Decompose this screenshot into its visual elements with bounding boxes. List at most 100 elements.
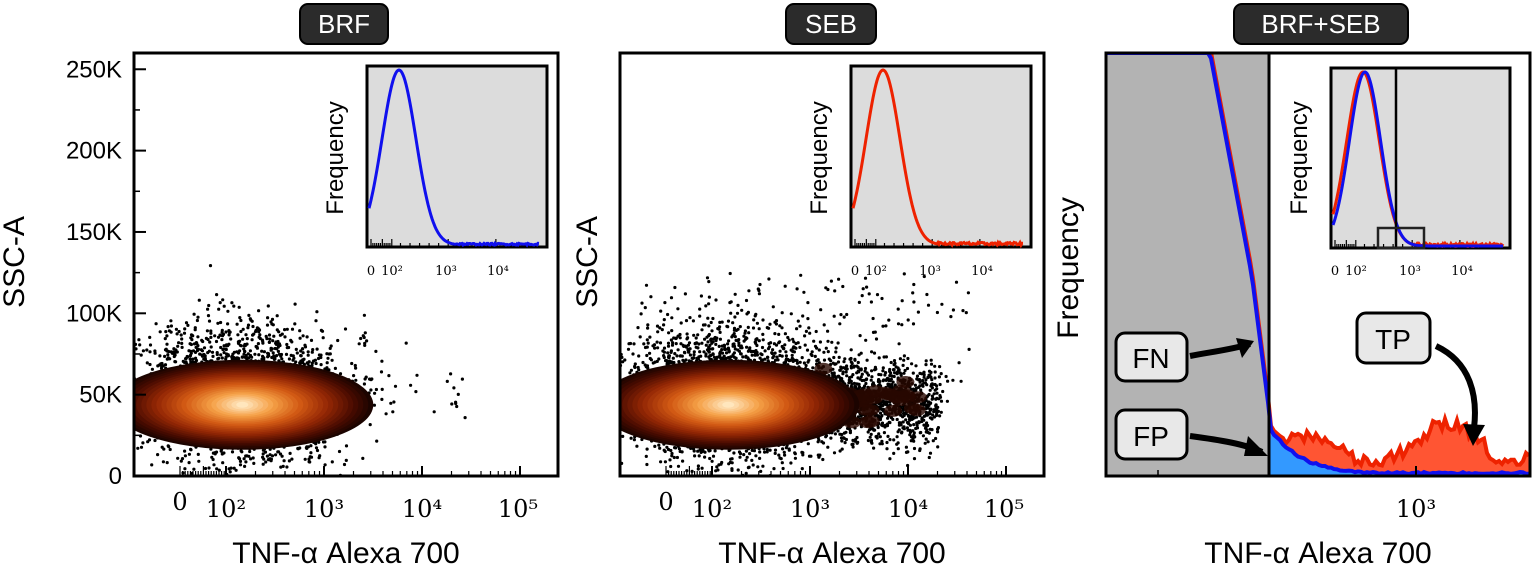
scatter-point <box>178 477 181 480</box>
scatter-point <box>777 332 781 336</box>
scatter-point <box>154 322 158 326</box>
scatter-point <box>82 442 85 445</box>
scatter-point <box>731 321 735 325</box>
scatter-point <box>359 336 363 341</box>
scatter-point <box>207 303 211 308</box>
scatter-point <box>669 296 674 300</box>
scatter-point <box>139 353 143 357</box>
inset-x-tick-1e3: 10³ <box>435 264 457 279</box>
scatter-point <box>114 441 117 444</box>
scatter-point <box>148 335 152 339</box>
scatter-point <box>310 364 314 368</box>
scatter-point <box>239 344 243 348</box>
scatter-point <box>314 361 318 366</box>
scatter-point <box>655 340 659 344</box>
scatter-point <box>694 336 698 340</box>
scatter-point <box>601 339 604 342</box>
scatter-point <box>278 452 283 456</box>
scatter-point <box>623 358 627 362</box>
scatter-point <box>727 356 731 360</box>
scatter-point <box>648 490 651 493</box>
scatter-point <box>184 360 188 364</box>
scatter-point <box>230 354 234 358</box>
scatter-point <box>287 459 291 463</box>
scatter-point <box>742 481 745 484</box>
scatter-point <box>288 451 292 455</box>
scatter-point <box>96 353 99 356</box>
scatter-point <box>774 319 779 323</box>
scatter-point <box>129 469 132 472</box>
scatter-point <box>384 412 388 416</box>
scatter-point <box>145 348 149 352</box>
scatter-point <box>663 449 667 454</box>
inset-brf: Frequency 0 10² 10³ 10⁴ <box>322 64 549 279</box>
scatter-point <box>192 312 196 316</box>
scatter-point <box>294 347 298 351</box>
scatter-point <box>716 327 720 331</box>
scatter-point <box>111 409 114 412</box>
scatter-point <box>713 449 717 453</box>
scatter-point <box>238 316 242 320</box>
scatter-point <box>455 404 459 409</box>
scatter-point <box>276 345 280 349</box>
scatter-point <box>124 371 127 374</box>
scatter-point <box>224 487 227 490</box>
x-tick-label-1e5: 10⁵ <box>498 495 538 523</box>
title-badge-brf: BRF <box>299 3 389 45</box>
scatter-point <box>636 326 640 330</box>
x-tick-label-0: 0 <box>172 488 187 516</box>
scatter-point <box>714 342 718 346</box>
scatter-point <box>766 355 770 359</box>
scatter-point <box>805 348 810 352</box>
inset-y-label-brf: Frequency <box>322 101 349 214</box>
scatter-point <box>677 447 682 451</box>
scatter-point <box>370 377 374 381</box>
scatter-point <box>704 304 708 308</box>
scatter-point <box>137 338 141 342</box>
scatter-point <box>261 341 265 345</box>
scatter-point <box>330 358 334 362</box>
scatter-point <box>315 310 319 314</box>
scatter-point <box>222 344 226 348</box>
scatter-point <box>589 413 592 416</box>
scatter-point <box>836 360 841 364</box>
scatter-point <box>718 337 723 341</box>
scatter-point <box>656 346 660 350</box>
scatter-point <box>227 342 231 346</box>
scatter-point <box>156 453 160 457</box>
scatter-point <box>244 454 248 458</box>
scatter-point <box>686 343 691 347</box>
scatter-point <box>161 460 165 464</box>
scatter-point <box>602 378 605 381</box>
scatter-point <box>243 464 247 468</box>
scatter-point <box>702 350 706 354</box>
scatter-point <box>344 458 348 462</box>
scatter-point <box>112 356 115 359</box>
scatter-point <box>789 461 793 465</box>
y-tick-label: 0 <box>109 463 122 490</box>
scatter-point <box>717 344 721 348</box>
scatter-point <box>803 334 807 338</box>
scatter-point <box>584 403 587 406</box>
scatter-point <box>715 465 719 469</box>
scatter-point <box>251 456 255 460</box>
scatter-point <box>368 423 372 427</box>
scatter-point <box>704 343 708 347</box>
scatter-point <box>150 463 154 467</box>
scatter-point <box>309 455 314 459</box>
scatter-point <box>279 465 283 469</box>
scatter-point <box>182 331 187 335</box>
scatter-point <box>141 441 145 445</box>
scatter-point <box>282 459 286 463</box>
scatter-point <box>216 477 219 480</box>
scatter-point <box>314 446 319 450</box>
scatter-point <box>214 339 219 344</box>
scatter-point <box>738 325 742 329</box>
scatter-point <box>703 337 707 341</box>
scatter-point <box>758 356 762 360</box>
scatter-point <box>220 328 224 332</box>
scatter-point <box>658 446 662 450</box>
scatter-point <box>254 328 258 332</box>
scatter-point <box>224 330 228 334</box>
scatter-point <box>719 462 723 466</box>
